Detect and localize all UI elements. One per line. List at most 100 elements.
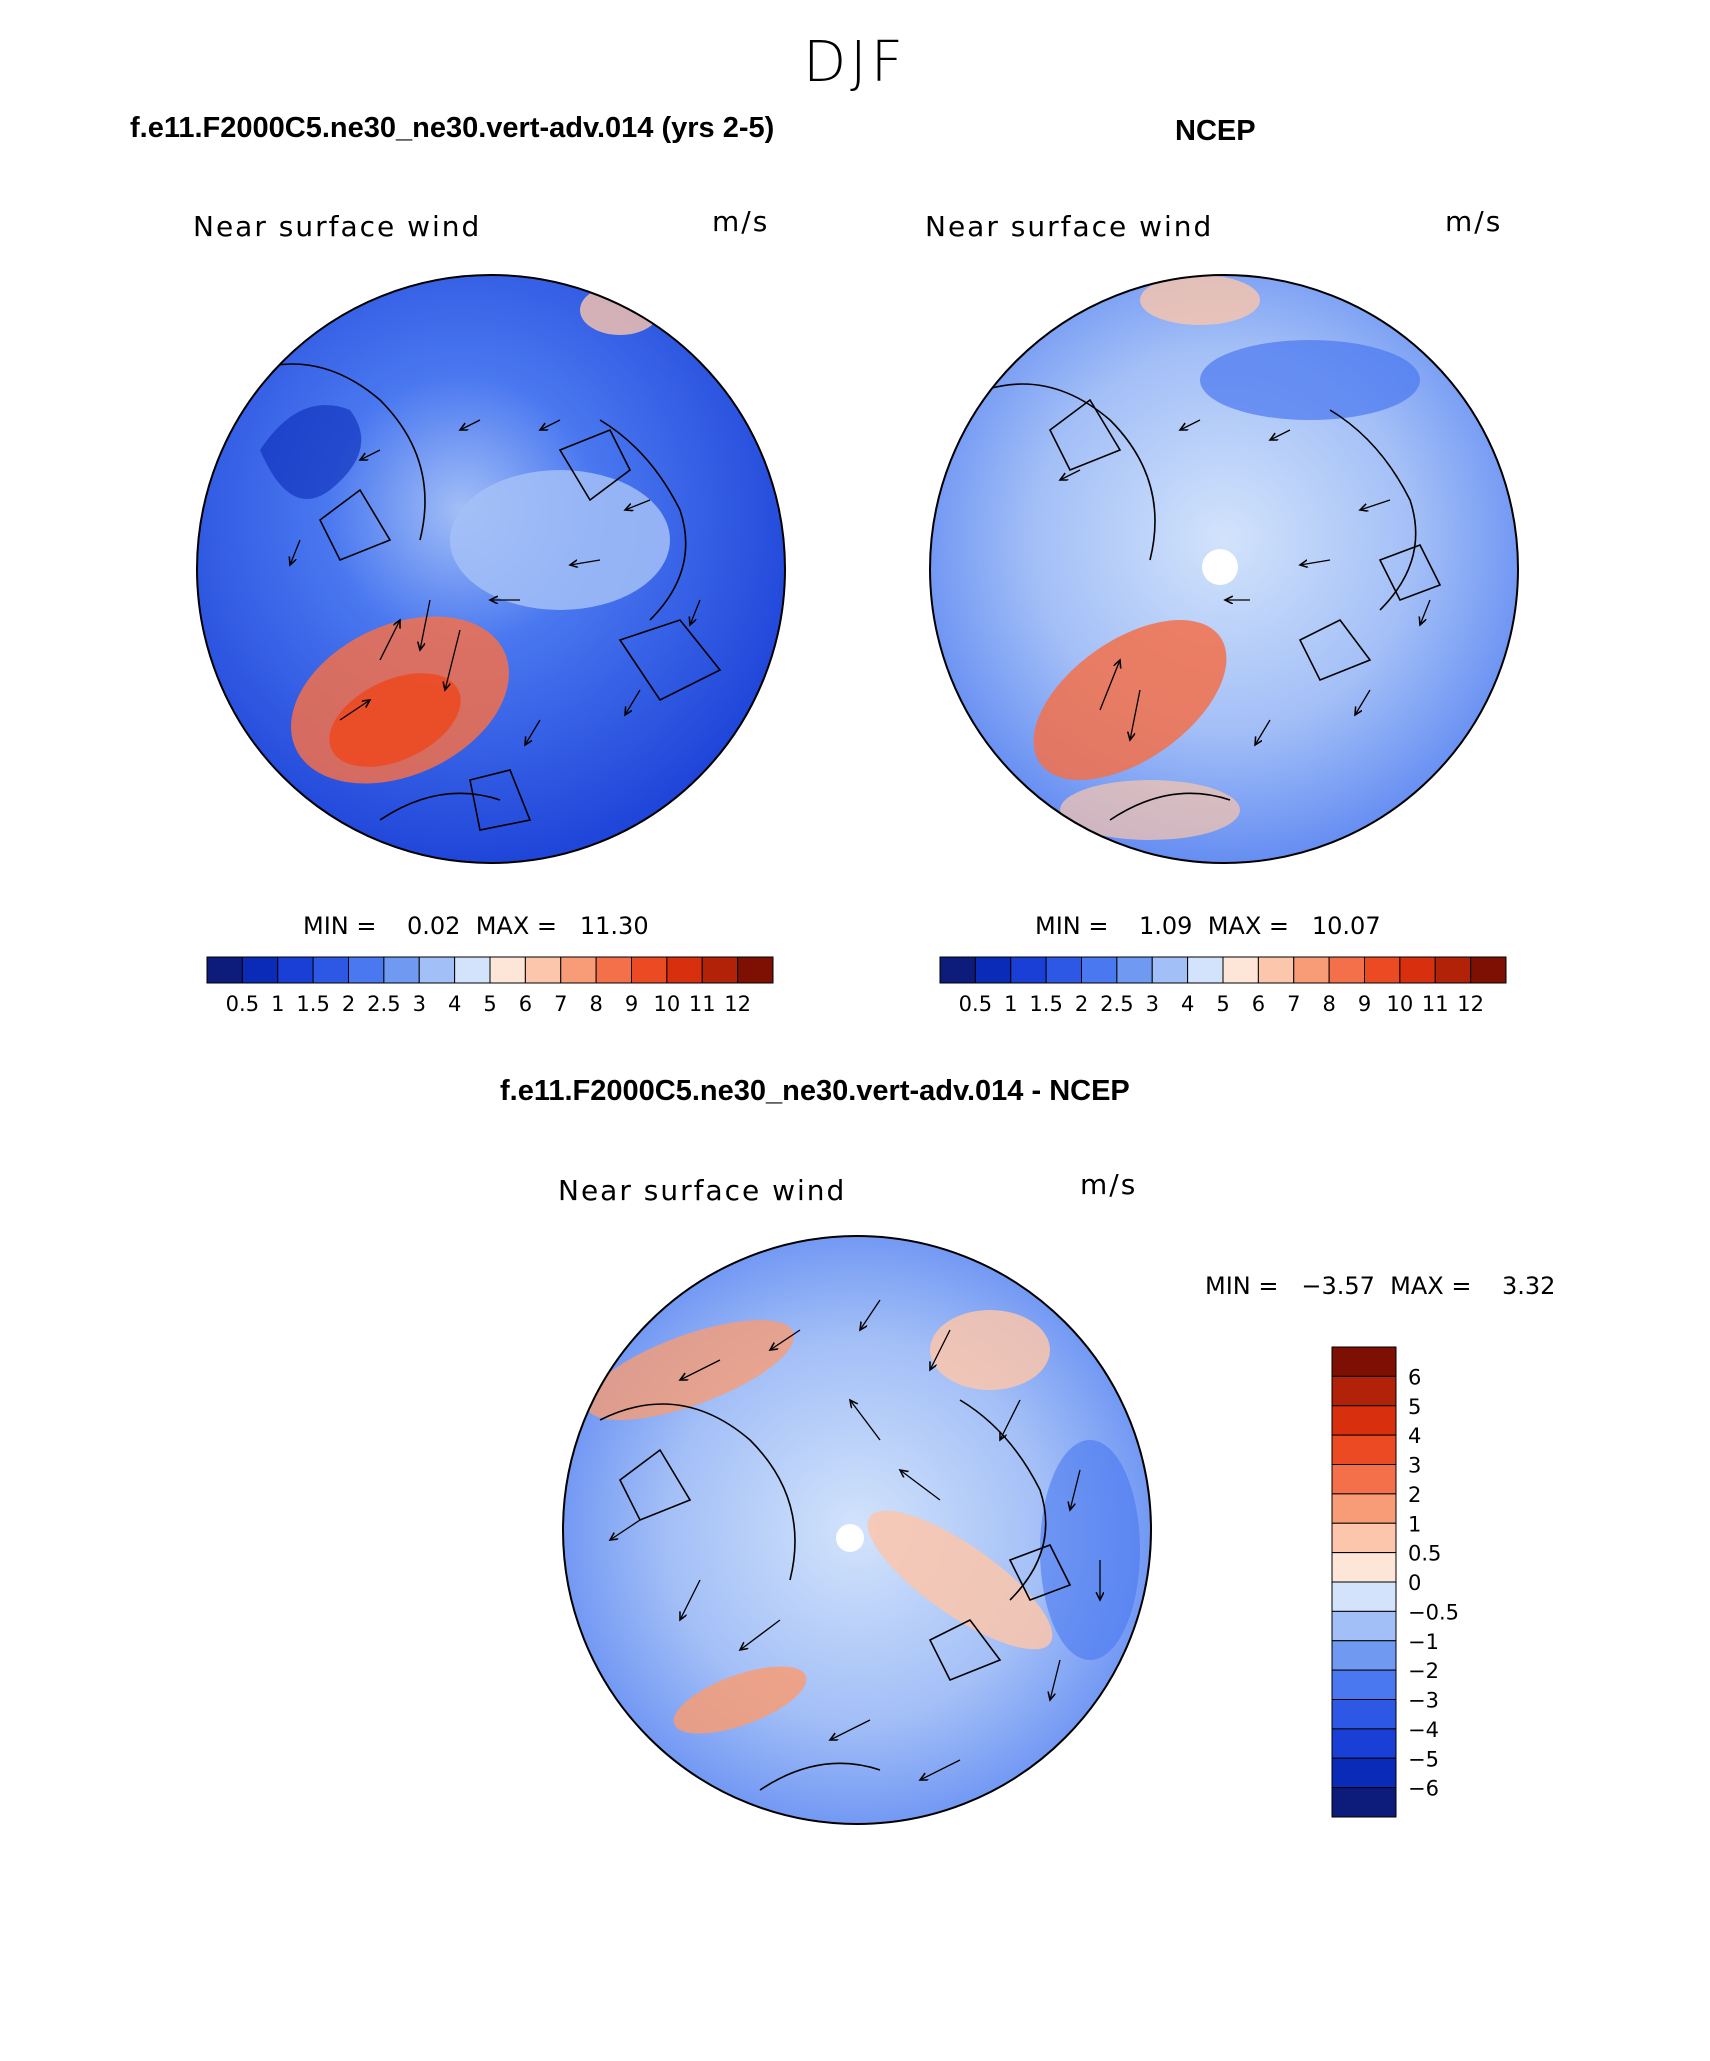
obs-panel-title: NCEP [1175, 115, 1256, 147]
diff-colorbar-tick-label: −2 [1408, 1659, 1439, 1683]
diff-colorbar-tick-label: 1 [1408, 1512, 1421, 1536]
obs-colorbar-swatch [1257, 956, 1295, 984]
diff-colorbar-swatch [1331, 1552, 1397, 1583]
obs-colorbar-swatch [1116, 956, 1153, 984]
diff-colorbar-tick-label: 5 [1408, 1395, 1421, 1419]
obs-colorbar-tick-label: 5 [1216, 992, 1229, 1016]
model-colorbar-swatch [206, 956, 243, 984]
model-colorbar-swatch [277, 956, 314, 984]
diff-colorbar: 6 5 4 3 2 1 0.5 0 −0.5 −1 −2 −3 −4 −5 −6 [1331, 1346, 1459, 1818]
diff-colorbar-swatch [1331, 1493, 1397, 1524]
obs-colorbar-tick-label: 0.5 [959, 992, 992, 1016]
diff-colorbar-tick-label: 6 [1408, 1365, 1421, 1389]
model-colorbar-tick-label: 2 [342, 992, 355, 1016]
model-colorbar-swatch [701, 956, 739, 984]
diff-units-label: m/s [1080, 1168, 1138, 1201]
diff-colorbar-tick-label: −5 [1408, 1747, 1439, 1771]
obs-colorbar-tick-label: 1 [1004, 992, 1017, 1016]
diff-variable-label: Near surface wind [558, 1174, 847, 1207]
model-colorbar-tick-label: 4 [448, 992, 461, 1016]
model-colorbar-tick-label: 0.5 [226, 992, 259, 1016]
obs-colorbar-swatch [1470, 956, 1507, 984]
obs-colorbar: 0.5 1 1.5 2 2.5 3 4 5 6 7 8 9 10 11 12 [939, 956, 1507, 1016]
diff-colorbar-swatch [1331, 1405, 1397, 1436]
obs-colorbar-swatch [974, 956, 1012, 984]
obs-colorbar-tick-label: 11 [1422, 992, 1449, 1016]
model-colorbar-swatch [348, 956, 385, 984]
diff-colorbar-tick-label: 0 [1408, 1571, 1421, 1595]
model-colorbar-swatch [631, 956, 668, 984]
model-colorbar-tick-label: 1 [271, 992, 284, 1016]
obs-colorbar-tick-label: 12 [1457, 992, 1484, 1016]
model-colorbar-tick-label: 5 [483, 992, 496, 1016]
diff-colorbar-tick-label: 4 [1408, 1424, 1421, 1448]
obs-colorbar-swatch [1045, 956, 1082, 984]
obs-colorbar-swatch [1151, 956, 1189, 984]
model-colorbar-swatch [524, 956, 562, 984]
model-colorbar: 0.5 1 1.5 2 2.5 3 4 5 6 7 8 9 10 11 12 [206, 956, 774, 1016]
diff-colorbar-tick-label: −0.5 [1408, 1600, 1459, 1624]
obs-map-border [929, 274, 1519, 864]
diff-colorbar-swatch [1331, 1375, 1397, 1407]
obs-colorbar-tick-label: 9 [1358, 992, 1371, 1016]
diff-colorbar-swatch [1331, 1346, 1397, 1377]
obs-colorbar-swatch [939, 956, 976, 984]
diff-colorbar-tick-label: −1 [1408, 1630, 1439, 1654]
obs-units-label: m/s [1445, 205, 1503, 238]
diff-colorbar-tick-label: −3 [1408, 1689, 1439, 1713]
model-map-border [196, 274, 786, 864]
diff-colorbar-swatch [1331, 1757, 1397, 1789]
model-colorbar-tick-label: 2.5 [367, 992, 400, 1016]
diff-colorbar-tick-label: 0.5 [1408, 1542, 1441, 1566]
model-colorbar-swatch [560, 956, 597, 984]
obs-min-max: MIN = 1.09 MAX = 10.07 [1035, 912, 1381, 940]
model-min-max: MIN = 0.02 MAX = 11.30 [303, 912, 649, 940]
obs-colorbar-swatch [1010, 956, 1047, 984]
model-colorbar-swatch [241, 956, 279, 984]
obs-colorbar-swatch [1187, 956, 1224, 984]
obs-colorbar-tick-label: 1.5 [1029, 992, 1062, 1016]
diff-colorbar-tick-label: −4 [1408, 1718, 1439, 1742]
obs-colorbar-tick-label: 8 [1322, 992, 1335, 1016]
model-colorbar-swatch [595, 956, 632, 984]
obs-colorbar-swatch [1328, 956, 1365, 984]
obs-colorbar-swatch [1364, 956, 1401, 984]
diff-colorbar-swatch [1331, 1434, 1397, 1465]
obs-colorbar-swatch [1293, 956, 1330, 984]
diff-colorbar-swatch [1331, 1699, 1397, 1730]
diff-colorbar-swatch [1331, 1581, 1397, 1612]
obs-colorbar-tick-label: 3 [1146, 992, 1159, 1016]
model-colorbar-tick-label: 12 [724, 992, 751, 1016]
model-variable-label: Near surface wind [193, 210, 482, 243]
model-colorbar-swatch [383, 956, 420, 984]
obs-colorbar-swatch [1222, 956, 1259, 984]
model-units-label: m/s [712, 205, 770, 238]
diff-colorbar-swatch [1331, 1464, 1397, 1495]
model-colorbar-tick-label: 11 [689, 992, 716, 1016]
model-colorbar-tick-label: 8 [589, 992, 602, 1016]
diff-colorbar-tick-label: 2 [1408, 1483, 1421, 1507]
diff-colorbar-tick-label: 3 [1408, 1454, 1421, 1478]
diff-panel-title: f.e11.F2000C5.ne30_ne30.vert-adv.014 - N… [500, 1075, 1130, 1107]
obs-colorbar-swatch [1434, 956, 1472, 984]
model-colorbar-tick-label: 7 [554, 992, 567, 1016]
diff-min-max: MIN = −3.57 MAX = 3.32 [1205, 1272, 1556, 1300]
model-panel-title: f.e11.F2000C5.ne30_ne30.vert-adv.014 (yr… [130, 112, 775, 144]
model-colorbar-tick-label: 9 [625, 992, 638, 1016]
obs-colorbar-swatch [1399, 956, 1436, 984]
diff-colorbar-swatch [1331, 1610, 1397, 1642]
model-colorbar-tick-label: 1.5 [296, 992, 329, 1016]
model-colorbar-tick-label: 6 [519, 992, 532, 1016]
model-colorbar-tick-label: 3 [413, 992, 426, 1016]
model-colorbar-swatch [418, 956, 456, 984]
obs-colorbar-tick-label: 2 [1075, 992, 1088, 1016]
diff-colorbar-swatch [1331, 1728, 1397, 1759]
obs-colorbar-swatch [1081, 956, 1118, 984]
diff-polar-map [563, 1236, 1151, 1824]
diff-map-border [562, 1235, 1152, 1825]
diff-colorbar-swatch [1331, 1522, 1397, 1554]
diff-colorbar-swatch [1331, 1669, 1397, 1700]
obs-colorbar-tick-label: 10 [1387, 992, 1414, 1016]
diff-colorbar-swatch [1331, 1787, 1397, 1818]
